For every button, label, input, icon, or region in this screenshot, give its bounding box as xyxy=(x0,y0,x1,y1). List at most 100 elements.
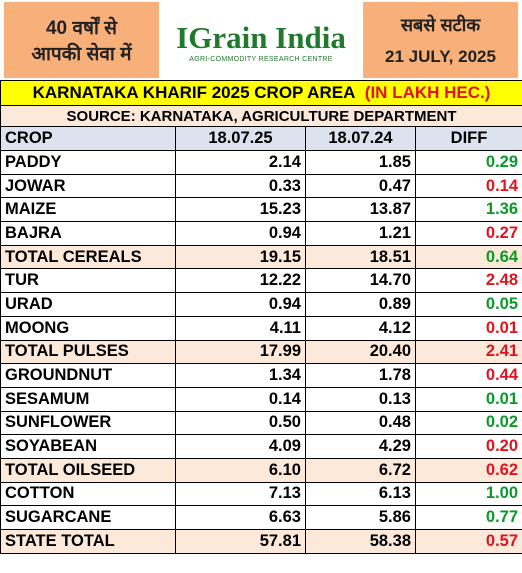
difference: 1.00 xyxy=(414,481,522,507)
crop-name: BAJRA xyxy=(0,221,176,246)
logo-subtitle: AGRI-COMMODITY RESEARCH CENTRE xyxy=(189,55,333,63)
difference: 0.27 xyxy=(414,221,522,246)
right-badge: सबसे सटीक 21 JULY, 2025 xyxy=(363,2,518,78)
crop-name: SOYABEAN xyxy=(0,434,176,459)
left-badge: 40 वर्षों से आपकी सेवा में xyxy=(4,2,159,78)
area-2025: 6.63 xyxy=(175,505,306,530)
row: STATE TOTAL 57.81 58.38 0.57 xyxy=(0,529,522,554)
area-2024: 6.72 xyxy=(305,457,416,483)
column-heading: 18.07.25 xyxy=(175,126,306,151)
row: SUGARCANE 6.63 5.86 0.77 xyxy=(0,505,522,530)
row: COTTON 7.13 6.13 1.00 xyxy=(0,481,522,507)
area-2025: 7.13 xyxy=(175,481,306,507)
area-2025: 15.23 xyxy=(175,197,306,223)
row: MOONG 4.11 4.12 0.01 xyxy=(0,315,522,341)
row: BAJRA 0.94 1.21 0.27 xyxy=(0,221,522,246)
row: SOYABEAN 4.09 4.29 0.20 xyxy=(0,434,522,459)
row: TOTAL CEREALS 19.15 18.51 0.64 xyxy=(0,244,522,270)
area-2025: 6.10 xyxy=(175,457,306,483)
row: TUR 12.22 14.70 2.48 xyxy=(0,268,522,294)
area-2024: 14.70 xyxy=(305,268,416,294)
area-2024: 5.86 xyxy=(305,505,416,530)
crop-name: GROUNDNUT xyxy=(0,363,176,388)
source: SOURCE: KARNATAKA, AGRICULTURE DEPARTMEN… xyxy=(0,105,522,127)
area-2024: 4.12 xyxy=(305,315,416,341)
crop-name: TOTAL CEREALS xyxy=(0,244,176,270)
area-2024: 1.78 xyxy=(305,363,416,388)
area-2025: 0.94 xyxy=(175,221,306,246)
row: PADDY 2.14 1.85 0.29 xyxy=(0,150,522,175)
area-2024: 13.87 xyxy=(305,197,416,223)
column-heading: CROP xyxy=(0,126,176,151)
difference: 0.02 xyxy=(414,410,522,436)
area-2025: 4.09 xyxy=(175,434,306,459)
title: KARNATAKA KHARIF 2025 CROP AREA xyxy=(32,83,356,102)
row: TOTAL OILSEED 6.10 6.72 0.62 xyxy=(0,457,522,483)
area-2025: 4.11 xyxy=(175,315,306,341)
difference: 0.57 xyxy=(414,529,522,554)
area-2024: 0.13 xyxy=(305,386,416,412)
difference: 0.64 xyxy=(414,244,522,270)
area-2024: 1.85 xyxy=(305,150,416,175)
column-heading: 18.07.24 xyxy=(305,126,416,151)
area-2024: 18.51 xyxy=(305,244,416,270)
area-2025: 12.22 xyxy=(175,268,306,294)
area-2025: 1.34 xyxy=(175,363,306,388)
area-2025: 0.14 xyxy=(175,386,306,412)
area-2024: 6.13 xyxy=(305,481,416,507)
crop-name: TOTAL OILSEED xyxy=(0,457,176,483)
logo-text: IGrain India xyxy=(176,19,346,55)
area-2025: 0.33 xyxy=(175,173,306,199)
logo: IGrain India AGRI-COMMODITY RESEARCH CEN… xyxy=(159,2,363,80)
crop-name: JOWAR xyxy=(0,173,176,199)
area-2024: 0.47 xyxy=(305,173,416,199)
crop-name: SUGARCANE xyxy=(0,505,176,530)
row: SUNFLOWER 0.50 0.48 0.02 xyxy=(0,410,522,436)
area-2024: 4.29 xyxy=(305,434,416,459)
area-2024: 1.21 xyxy=(305,221,416,246)
area-2025: 0.94 xyxy=(175,292,306,317)
crop-name: PADDY xyxy=(0,150,176,175)
row: URAD 0.94 0.89 0.05 xyxy=(0,292,522,317)
difference: 0.01 xyxy=(414,386,522,412)
crop-name: TUR xyxy=(0,268,176,294)
area-2025: 19.15 xyxy=(175,244,306,270)
header: 40 वर्षों से आपकी सेवा में IGrain India … xyxy=(0,0,522,80)
crop-name: SUNFLOWER xyxy=(0,410,176,436)
left-line1: 40 वर्षों से xyxy=(45,18,117,39)
difference: 0.62 xyxy=(414,457,522,483)
column-header: CROP 18.07.25 18.07.24 DIFF xyxy=(0,126,522,151)
right-date: 21 JULY, 2025 xyxy=(385,47,496,66)
difference: 2.48 xyxy=(414,268,522,294)
title-cell: KARNATAKA KHARIF 2025 CROP AREA (IN LAKH… xyxy=(0,80,522,106)
crop-name: COTTON xyxy=(0,481,176,507)
row: TOTAL PULSES 17.99 20.40 2.41 xyxy=(0,339,522,365)
area-2024: 0.89 xyxy=(305,292,416,317)
difference: 0.01 xyxy=(414,315,522,341)
difference: 0.44 xyxy=(414,363,522,388)
right-line1: सबसे सटीक xyxy=(400,15,481,35)
crop-name: MOONG xyxy=(0,315,176,341)
row: MAIZE 15.23 13.87 1.36 xyxy=(0,197,522,223)
row: GROUNDNUT 1.34 1.78 0.44 xyxy=(0,363,522,388)
crop-name: STATE TOTAL xyxy=(0,529,176,554)
area-2024: 0.48 xyxy=(305,410,416,436)
crop-name: SESAMUM xyxy=(0,386,176,412)
column-heading: DIFF xyxy=(414,126,522,151)
difference: 2.41 xyxy=(414,339,522,365)
row: JOWAR 0.33 0.47 0.14 xyxy=(0,173,522,199)
crop-name: TOTAL PULSES xyxy=(0,339,176,365)
difference: 0.29 xyxy=(414,150,522,175)
difference: 0.20 xyxy=(414,434,522,459)
area-2025: 0.50 xyxy=(175,410,306,436)
left-line2: आपकी सेवा में xyxy=(31,44,132,65)
area-2025: 17.99 xyxy=(175,339,306,365)
area-2024: 58.38 xyxy=(305,529,416,554)
crop-table: KARNATAKA KHARIF 2025 CROP AREA (IN LAKH… xyxy=(0,80,522,554)
title-unit: (IN LAKH HEC.) xyxy=(364,83,491,102)
difference: 0.05 xyxy=(414,292,522,317)
area-2025: 2.14 xyxy=(175,150,306,175)
row: SESAMUM 0.14 0.13 0.01 xyxy=(0,386,522,412)
area-2025: 57.81 xyxy=(175,529,306,554)
difference: 0.14 xyxy=(414,173,522,199)
